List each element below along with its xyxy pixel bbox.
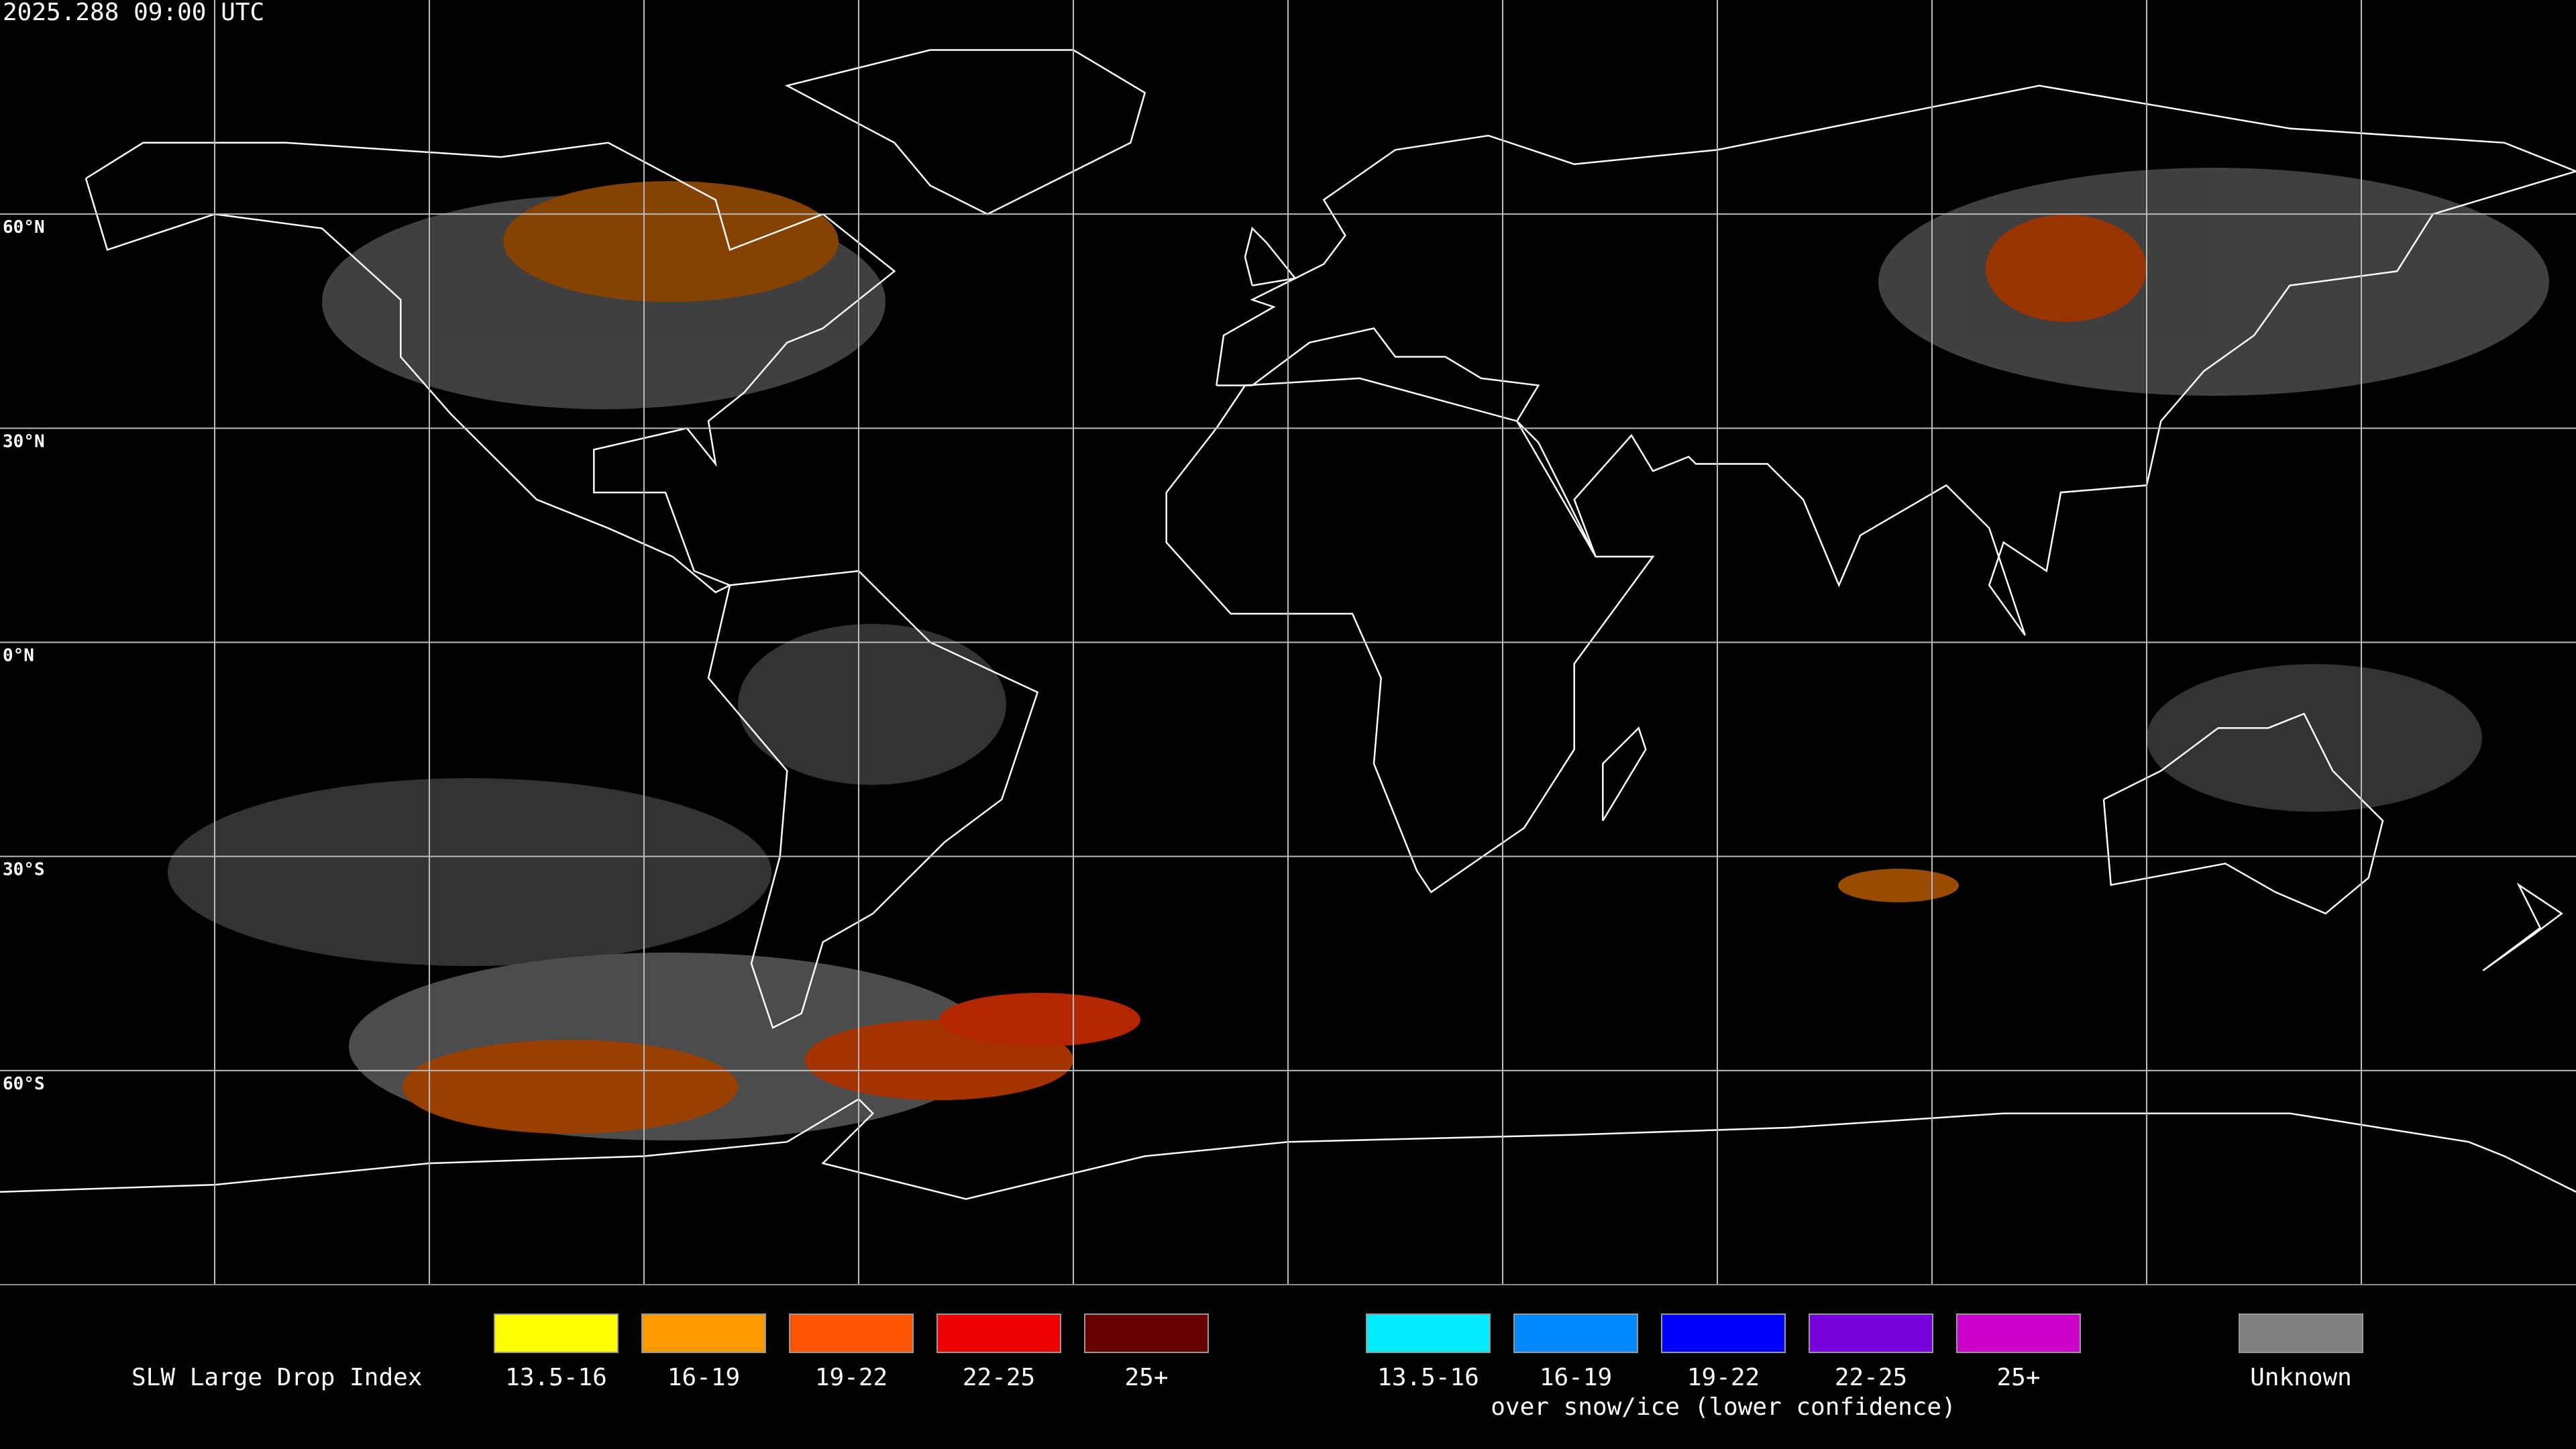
coastlines xyxy=(0,49,2576,1200)
legend-label: 13.5-16 xyxy=(1377,1364,1479,1391)
coastline xyxy=(1165,377,1655,894)
legend-label: 16-19 xyxy=(667,1364,740,1391)
legend-label: 25+ xyxy=(1996,1364,2040,1391)
legend-swatch xyxy=(789,1313,914,1353)
legend-label: 13.5-16 xyxy=(505,1364,607,1391)
legend-label: 25+ xyxy=(1124,1364,1168,1391)
coastline xyxy=(2102,712,2384,915)
legend-swatch xyxy=(1084,1313,1209,1353)
latitude-label: 60°S xyxy=(3,1074,45,1094)
legend-label: 16-19 xyxy=(1540,1364,1612,1391)
legend-swatch xyxy=(494,1313,619,1353)
legend-swatch xyxy=(1809,1313,1933,1353)
coastline xyxy=(85,142,896,594)
legend-swatch xyxy=(1366,1313,1491,1353)
coastline xyxy=(1216,85,2576,636)
latitude-label: 30°N xyxy=(3,431,45,451)
legend-label: Unknown xyxy=(2250,1364,2352,1391)
latitude-label: 30°S xyxy=(3,860,45,880)
graticule: 60°N 30°N 0°N 30°S 60°S xyxy=(0,0,2576,1285)
legend-label: 19-22 xyxy=(815,1364,888,1391)
latitude-label: 0°N xyxy=(3,646,34,666)
coastline xyxy=(0,1097,2576,1200)
coastline xyxy=(2482,882,2563,971)
legend-swatch xyxy=(1513,1313,1638,1353)
legend-swatch xyxy=(1661,1313,1786,1353)
legend-label: 22-25 xyxy=(963,1364,1035,1391)
legend-swatch xyxy=(936,1313,1061,1353)
legend: 13.5-16 16-19 19-22 22-25 25+ 13.5-16 16-19 19-… xyxy=(494,1313,2363,1421)
legend-title: SLW Large Drop Index xyxy=(131,1364,422,1391)
coastline xyxy=(1602,726,1647,822)
legend-swatch xyxy=(2239,1313,2363,1353)
legend-caption: over snow/ice (lower confidence) xyxy=(1491,1393,1956,1421)
legend-label: 19-22 xyxy=(1687,1364,1760,1391)
coastline xyxy=(707,570,1039,1029)
timestamp: 2025.288 09:00 UTC xyxy=(3,0,264,26)
legend-label: 22-25 xyxy=(1835,1364,1907,1391)
latitude-label: 60°N xyxy=(3,217,45,237)
legend-swatch xyxy=(1956,1313,2081,1353)
legend-swatch xyxy=(641,1313,766,1353)
cloud-field xyxy=(168,168,2549,1140)
